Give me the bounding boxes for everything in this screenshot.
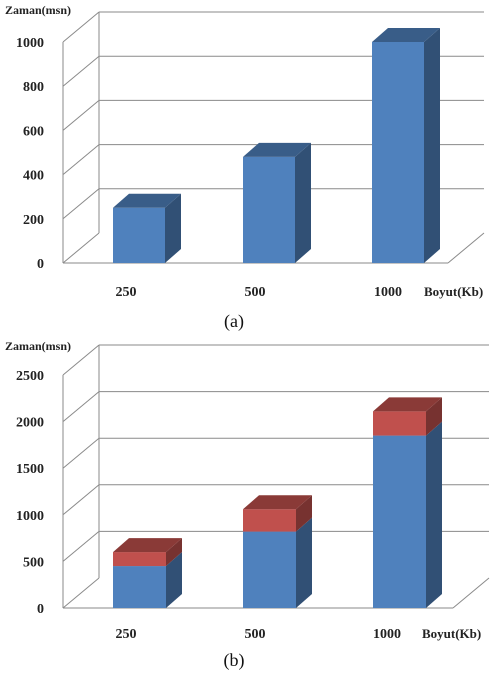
- y-tick-label: 500: [23, 555, 44, 570]
- y-tick-label: 1000: [16, 36, 44, 51]
- bar-front: [243, 531, 296, 608]
- y-tick-label: 1000: [16, 509, 44, 524]
- bar-front: [243, 509, 296, 532]
- bar-side: [295, 142, 311, 263]
- bar-front: [113, 552, 166, 567]
- gridline-side: [62, 577, 100, 609]
- x-tick-label: 500: [245, 627, 266, 642]
- floor-edge: [447, 232, 485, 264]
- bar-side: [426, 421, 442, 608]
- panel-caption: (a): [224, 311, 244, 332]
- gridline-side: [62, 437, 100, 469]
- x-axis-title: Boyut(Kb): [422, 626, 481, 641]
- bar-top: [113, 538, 182, 553]
- gridline-side: [62, 11, 100, 43]
- y-axis-title: Zaman(msn): [5, 339, 71, 353]
- y-tick-label: 800: [23, 80, 44, 95]
- bar-front: [372, 42, 424, 263]
- bar-front: [373, 411, 426, 436]
- x-tick-label: 250: [116, 285, 137, 300]
- x-tick-label: 1000: [373, 627, 401, 642]
- gridline-side: [62, 144, 100, 175]
- gridline-side: [62, 531, 100, 562]
- gridline-side: [62, 391, 100, 422]
- bar-front: [113, 566, 166, 608]
- bar-front: [373, 435, 426, 608]
- bar-top: [113, 193, 181, 208]
- bar-top: [243, 142, 311, 157]
- bar-side: [424, 28, 440, 263]
- bar-top: [373, 397, 442, 412]
- chart-b: 0 500 1000 1500 2000 2500 250 500 1000 Zaman(msn)…: [5, 339, 490, 671]
- y-axis-title: Zaman(msn): [5, 3, 71, 17]
- y-tick-label: 200: [23, 213, 44, 228]
- panel-caption: (b): [224, 650, 245, 671]
- y-tick-label: 0: [37, 602, 44, 617]
- bar-front: [243, 156, 295, 263]
- y-tick-label: 400: [23, 169, 44, 184]
- bar-side: [166, 552, 182, 608]
- bar-front: [113, 207, 165, 263]
- gridline-side: [62, 344, 100, 376]
- bar-side: [296, 495, 312, 532]
- bar-top: [243, 495, 312, 510]
- gridline-side: [62, 232, 100, 264]
- x-tick-label: 1000: [374, 285, 402, 300]
- bar-top: [372, 28, 440, 42]
- bar-side: [426, 397, 442, 436]
- gridline-side: [62, 188, 100, 220]
- x-axis-title: Boyut(Kb): [424, 284, 483, 299]
- bar-side: [165, 193, 181, 263]
- y-tick-label: 600: [23, 124, 44, 139]
- floor-edge: [452, 577, 490, 609]
- y-tick-label: 1500: [16, 462, 44, 477]
- gridline-side: [62, 100, 100, 131]
- bar-side: [296, 517, 312, 608]
- y-tick-label: 0: [37, 257, 44, 272]
- y-tick-label: 2500: [16, 369, 44, 384]
- chart-a: 0 200 400 600 800 1000 250 500 1000 Zaman(msn) Boy…: [5, 3, 485, 332]
- gridline-side: [62, 55, 100, 87]
- bar-side: [166, 538, 182, 567]
- gridline-side: [62, 484, 100, 516]
- x-tick-label: 250: [116, 627, 137, 642]
- x-tick-label: 500: [245, 285, 266, 300]
- y-tick-label: 2000: [16, 416, 44, 431]
